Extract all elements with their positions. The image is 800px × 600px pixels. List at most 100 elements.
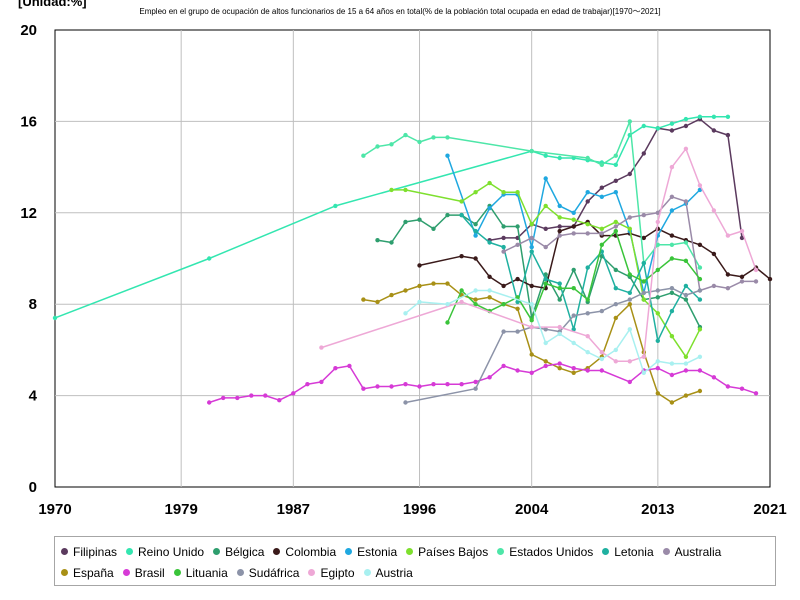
legend-item: Bélgica [213, 542, 264, 563]
data-point [599, 368, 604, 373]
data-point [473, 256, 478, 261]
chart-title: Empleo en el grupo de ocupación de altos… [139, 7, 661, 16]
data-point [627, 327, 632, 332]
data-point [445, 281, 450, 286]
data-point [403, 400, 408, 405]
data-point [599, 185, 604, 190]
data-point [627, 379, 632, 385]
data-point [431, 135, 436, 140]
data-point [459, 199, 464, 204]
data-point [669, 233, 675, 238]
data-point [529, 222, 534, 227]
data-point [431, 382, 436, 387]
data-point [305, 382, 310, 387]
data-point [683, 368, 689, 373]
data-point [683, 297, 689, 302]
data-point [431, 281, 436, 286]
data-point [529, 318, 534, 323]
data-point [431, 226, 436, 231]
data-point [669, 128, 675, 133]
data-point [655, 311, 660, 316]
data-point [627, 272, 632, 277]
data-point [725, 286, 731, 291]
data-point [487, 206, 492, 211]
data-point [389, 142, 394, 147]
data-point [697, 354, 703, 359]
data-point [613, 359, 618, 364]
data-point [487, 288, 492, 293]
data-point [277, 398, 282, 403]
legend-item: Estados Unidos [497, 542, 593, 563]
data-point [571, 210, 576, 215]
data-point [375, 384, 380, 389]
series-b-lgica [375, 203, 703, 330]
data-point [641, 260, 646, 266]
legend-swatch [497, 548, 505, 555]
data-point [613, 286, 618, 291]
legend-item: Lituania [173, 563, 228, 584]
data-point [655, 210, 660, 215]
data-point [739, 228, 745, 234]
data-point [543, 176, 548, 181]
data-point [753, 391, 759, 396]
data-point [375, 144, 380, 149]
series-line [461, 214, 701, 342]
data-point [515, 295, 520, 300]
data-point [711, 114, 717, 120]
data-point [627, 359, 632, 364]
data-point [501, 363, 506, 369]
data-point [725, 114, 731, 120]
data-point [697, 114, 703, 120]
data-point [529, 370, 534, 375]
data-point [669, 308, 675, 314]
data-point [529, 235, 534, 241]
data-point [753, 267, 759, 273]
data-point [571, 267, 576, 273]
data-point [515, 224, 520, 229]
data-point [669, 286, 675, 291]
series-lituania [445, 228, 703, 325]
data-point [445, 212, 450, 218]
legend-item: Sudáfrica [236, 563, 299, 584]
data-point [711, 251, 717, 257]
legend-swatch [173, 569, 181, 576]
data-point [557, 366, 562, 371]
data-point [557, 361, 562, 366]
series-brasil [207, 361, 759, 405]
data-point [683, 361, 689, 366]
data-point [557, 203, 562, 209]
data-point [669, 334, 675, 339]
series-line [54, 116, 728, 319]
data-point [501, 329, 506, 334]
data-point [543, 327, 548, 332]
data-point [403, 187, 408, 193]
data-point [403, 219, 408, 225]
data-point [403, 382, 408, 387]
data-point [655, 366, 660, 371]
legend-swatch [406, 548, 414, 555]
x-tick-label: 2021 [753, 501, 786, 518]
data-point [571, 313, 576, 318]
data-point [641, 297, 646, 302]
data-point [543, 276, 548, 282]
data-point [515, 242, 520, 247]
data-point [543, 359, 548, 364]
series-line [391, 182, 701, 358]
x-tick-label: 2004 [515, 501, 549, 518]
data-point [557, 215, 562, 220]
data-point [599, 350, 604, 355]
data-point [361, 386, 366, 391]
data-point [683, 240, 689, 245]
legend-swatch [126, 548, 134, 555]
data-point [417, 139, 422, 145]
data-point [207, 256, 212, 261]
data-point [669, 256, 675, 261]
data-point [739, 274, 745, 279]
data-point [655, 219, 660, 225]
data-point [403, 311, 408, 316]
y-tick-label: 8 [29, 296, 37, 313]
legend-label: Reino Unido [138, 545, 205, 559]
data-point [403, 288, 408, 293]
data-point [529, 244, 534, 250]
legend-item: Filipinas [61, 542, 117, 563]
